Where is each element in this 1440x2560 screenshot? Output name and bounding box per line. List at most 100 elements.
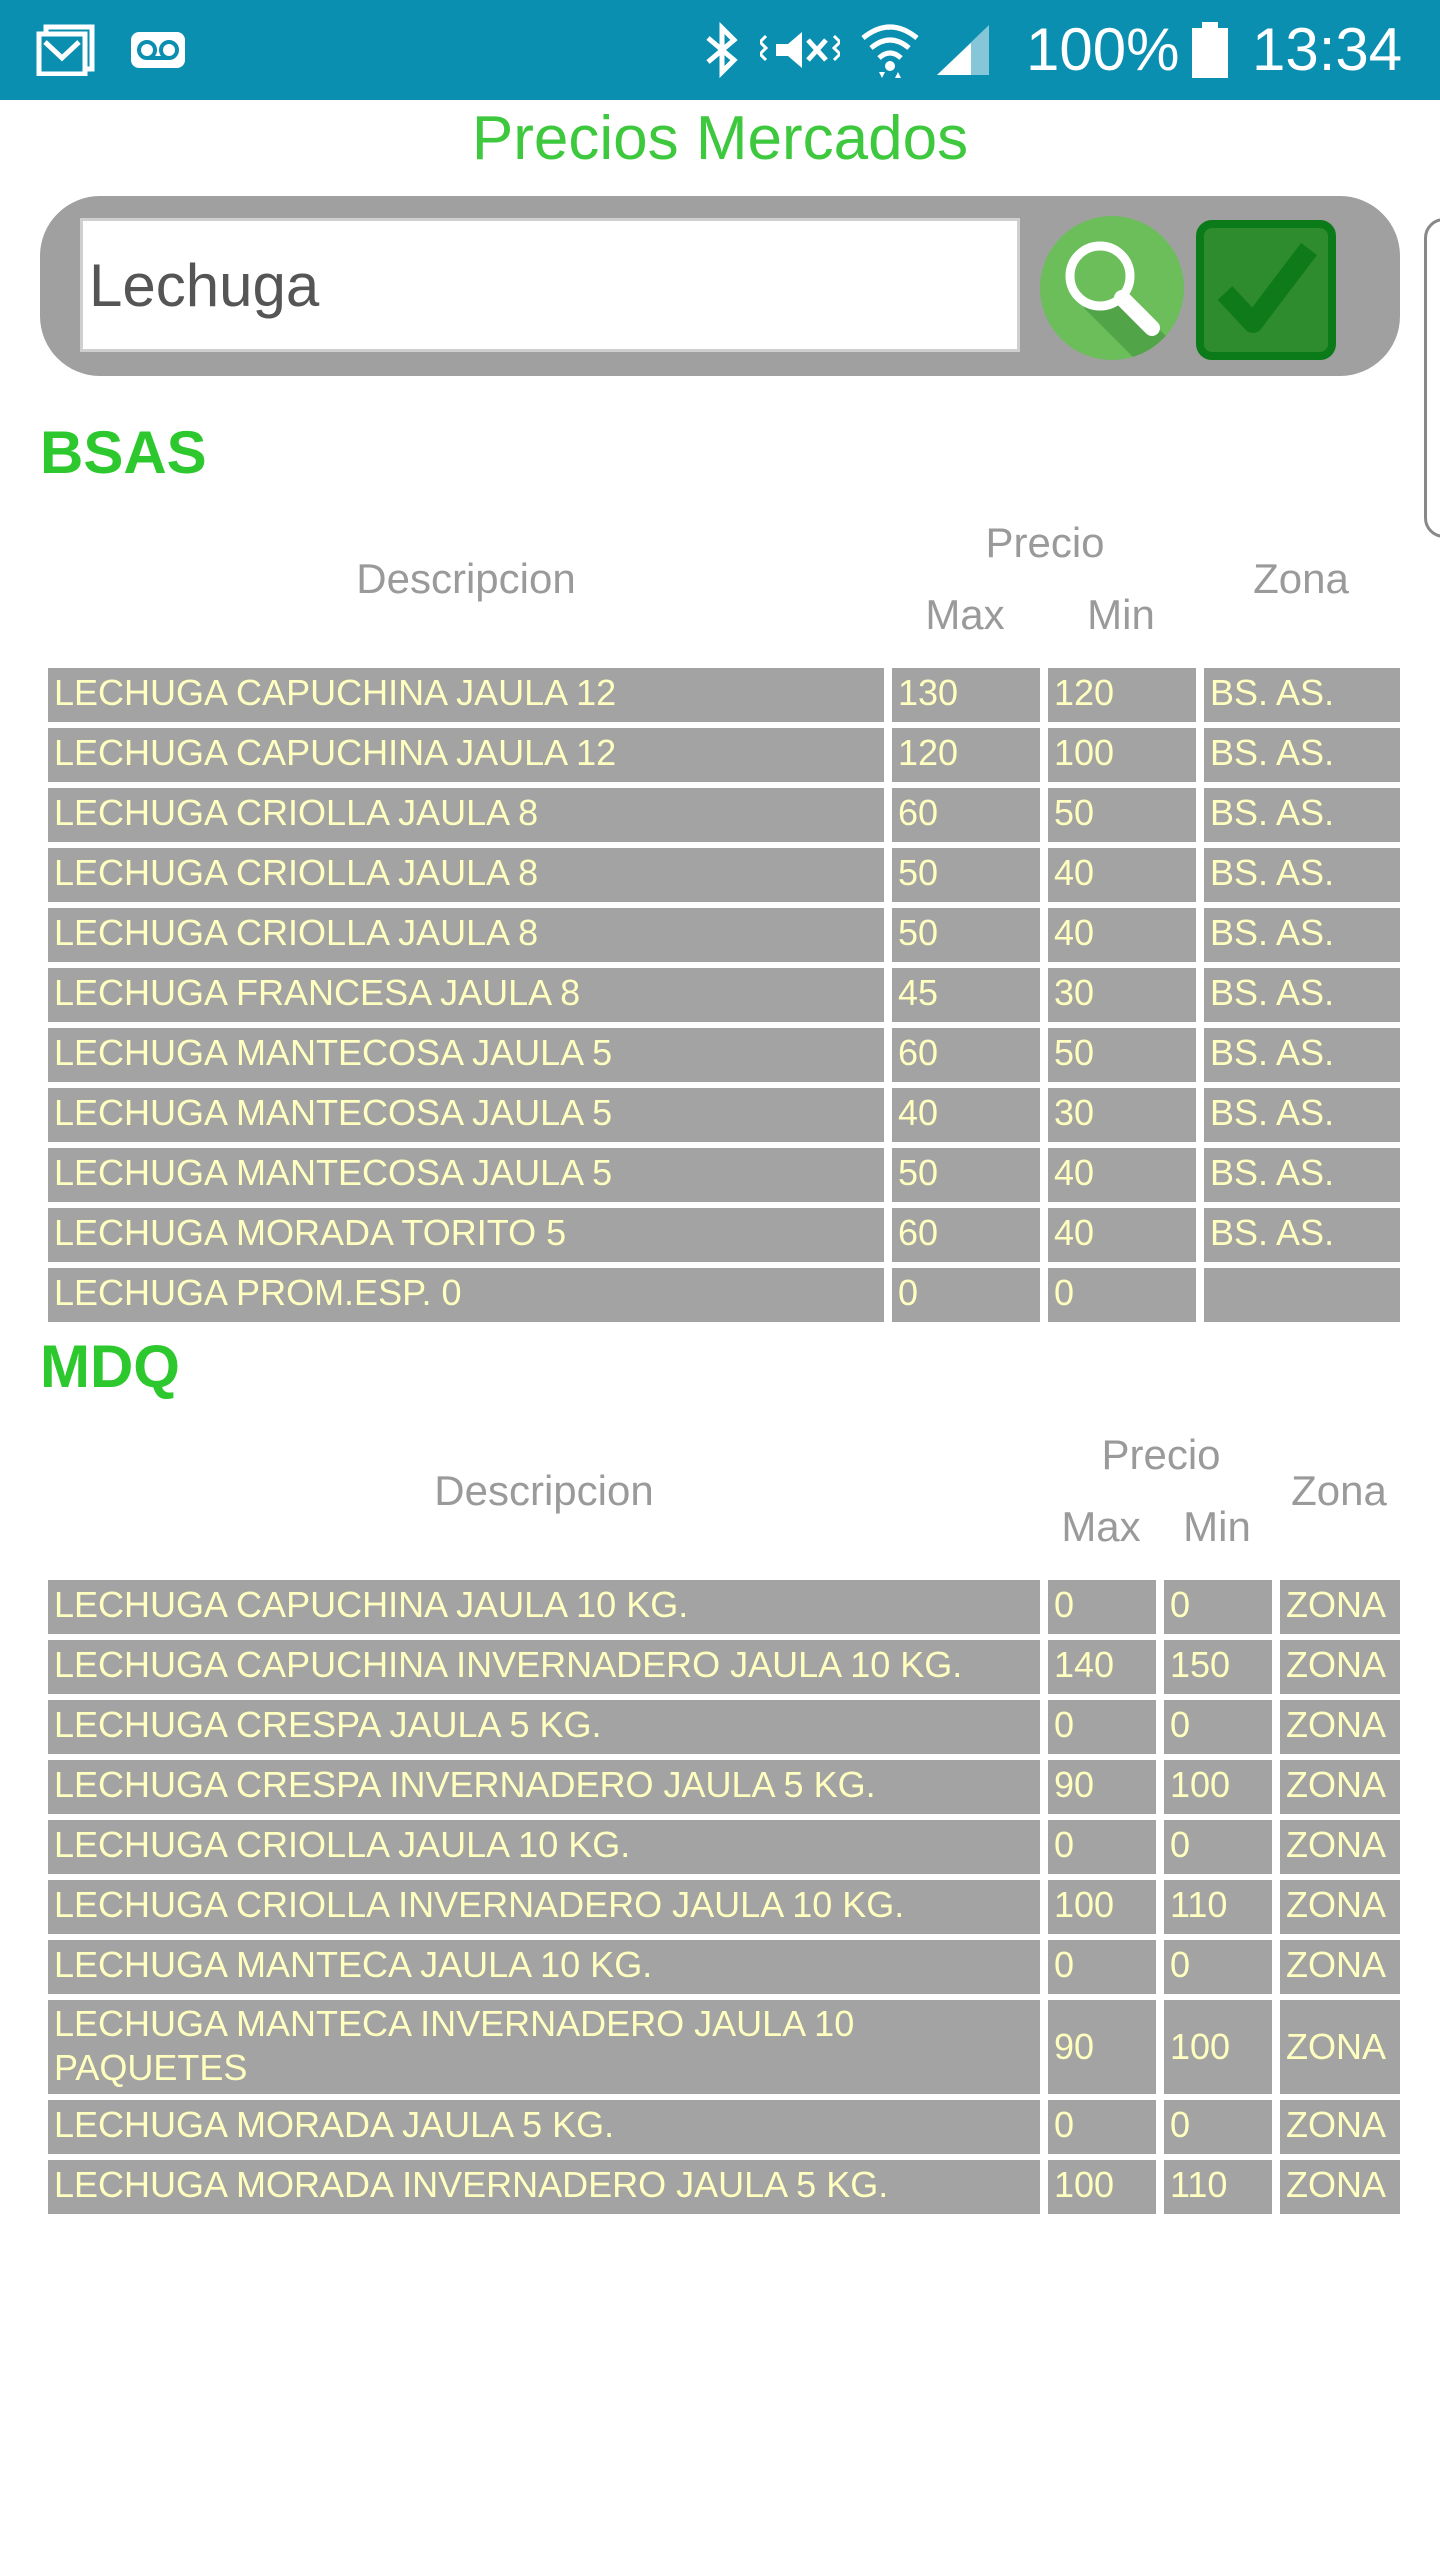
cell-zona: ZONA — [1280, 1640, 1400, 1694]
page-title: Precios Mercados — [471, 104, 969, 173]
table-row[interactable]: LECHUGA CAPUCHINA JAULA 12 130 120 BS. AS. — [48, 668, 1400, 722]
cell-max: 130 — [892, 668, 1040, 722]
cell-min: 40 — [1048, 1208, 1196, 1262]
table-row[interactable]: LECHUGA CAPUCHINA JAULA 12 120 100 BS. AS. — [48, 728, 1400, 782]
bluetooth-icon — [700, 22, 744, 78]
cell-descripcion: LECHUGA CAPUCHINA JAULA 10 KG. — [48, 1580, 1040, 1634]
side-panel-handle[interactable] — [1424, 218, 1440, 538]
cell-descripcion: LECHUGA PROM.ESP. 0 — [48, 1268, 884, 1322]
cell-min: 50 — [1048, 1028, 1196, 1082]
cell-min: 0 — [1164, 1940, 1272, 1994]
status-bar: 100% 13:34 — [0, 0, 1440, 100]
cell-max: 60 — [892, 1028, 1040, 1082]
search-input[interactable] — [80, 218, 1020, 352]
cell-descripcion: LECHUGA MANTECOSA JAULA 5 — [48, 1148, 884, 1202]
table-row[interactable]: LECHUGA MANTECA JAULA 10 KG. 0 0 ZONA — [48, 1940, 1400, 1994]
cell-max: 0 — [1048, 1580, 1156, 1634]
table-row[interactable]: LECHUGA MANTECOSA JAULA 5 60 50 BS. AS. — [48, 1028, 1400, 1082]
table-row[interactable]: LECHUGA MORADA INVERNADERO JAULA 5 KG. 10… — [48, 2160, 1400, 2214]
cell-zona: BS. AS. — [1204, 1208, 1400, 1262]
cell-max: 0 — [1048, 1820, 1156, 1874]
cell-max: 60 — [892, 1208, 1040, 1262]
cell-min: 40 — [1048, 908, 1196, 962]
table-row[interactable]: LECHUGA MANTECOSA JAULA 5 50 40 BS. AS. — [48, 1148, 1400, 1202]
table-row[interactable]: LECHUGA MORADA TORITO 5 60 40 BS. AS. — [48, 1208, 1400, 1262]
table-row[interactable]: LECHUGA CAPUCHINA JAULA 10 KG. 0 0 ZONA — [48, 1580, 1400, 1634]
cell-min: 110 — [1164, 2160, 1272, 2214]
cell-max: 140 — [1048, 1640, 1156, 1694]
cell-min: 110 — [1164, 1880, 1272, 1934]
cell-zona: ZONA — [1280, 1760, 1400, 1814]
header-descripcion: Descripcion — [356, 555, 576, 602]
cell-min: 40 — [1048, 848, 1196, 902]
cell-min: 100 — [1048, 728, 1196, 782]
gmail-icon — [34, 22, 98, 78]
section-title-bsas: BSAS — [40, 419, 207, 486]
cell-min: 150 — [1164, 1640, 1272, 1694]
voicemail-icon — [128, 22, 188, 78]
cell-min: 50 — [1048, 788, 1196, 842]
cell-descripcion: LECHUGA CRESPA JAULA 5 KG. — [48, 1700, 1040, 1754]
header-max: Max — [925, 591, 1005, 638]
cell-min: 120 — [1048, 668, 1196, 722]
cell-descripcion: LECHUGA CRIOLLA JAULA 8 — [48, 788, 884, 842]
cell-max: 100 — [1048, 2160, 1156, 2214]
cell-descripcion: LECHUGA CAPUCHINA JAULA 12 — [48, 728, 884, 782]
cell-zona: ZONA — [1280, 2000, 1400, 2094]
cell-zona: BS. AS. — [1204, 1028, 1400, 1082]
table-row[interactable]: LECHUGA CRIOLLA JAULA 10 KG. 0 0 ZONA — [48, 1820, 1400, 1874]
cell-min: 40 — [1048, 1148, 1196, 1202]
section-title-mdq: MDQ — [40, 1333, 180, 1400]
cell-descripcion: LECHUGA CRESPA INVERNADERO JAULA 5 KG. — [48, 1760, 1040, 1814]
cell-zona: BS. AS. — [1204, 848, 1400, 902]
table-row[interactable]: LECHUGA MANTECOSA JAULA 5 40 30 BS. AS. — [48, 1088, 1400, 1142]
table-row[interactable]: LECHUGA MANTECA INVERNADERO JAULA 10 PAQ… — [48, 2000, 1400, 2094]
table-row[interactable]: LECHUGA CRIOLLA JAULA 8 50 40 BS. AS. — [48, 908, 1400, 962]
cell-descripcion: LECHUGA MORADA INVERNADERO JAULA 5 KG. — [48, 2160, 1040, 2214]
header-zona: Zona — [1253, 555, 1349, 602]
cell-descripcion: LECHUGA CRIOLLA JAULA 10 KG. — [48, 1820, 1040, 1874]
cell-min: 0 — [1164, 2100, 1272, 2154]
cell-zona: ZONA — [1280, 2160, 1400, 2214]
cell-zona: BS. AS. — [1204, 668, 1400, 722]
table-row[interactable]: LECHUGA MORADA JAULA 5 KG. 0 0 ZONA — [48, 2100, 1400, 2154]
header-zona: Zona — [1291, 1467, 1387, 1514]
header-descripcion: Descripcion — [434, 1467, 654, 1514]
cell-descripcion: LECHUGA FRANCESA JAULA 8 — [48, 968, 884, 1022]
vibrate-mute-icon — [760, 22, 840, 78]
wifi-icon — [858, 22, 922, 78]
table-row[interactable]: LECHUGA CRIOLLA INVERNADERO JAULA 10 KG.… — [48, 1880, 1400, 1934]
cell-max: 100 — [1048, 1880, 1156, 1934]
header-precio: Precio — [985, 519, 1105, 566]
cell-max: 90 — [1048, 1760, 1156, 1814]
cell-max: 120 — [892, 728, 1040, 782]
cell-descripcion: LECHUGA CRIOLLA JAULA 8 — [48, 848, 884, 902]
cell-zona: ZONA — [1280, 1700, 1400, 1754]
cell-zona: ZONA — [1280, 1580, 1400, 1634]
cell-min: 100 — [1164, 1760, 1272, 1814]
table-row[interactable]: LECHUGA CRESPA INVERNADERO JAULA 5 KG. 90… — [48, 1760, 1400, 1814]
cell-max: 90 — [1048, 2000, 1156, 2094]
table-row[interactable]: LECHUGA CAPUCHINA INVERNADERO JAULA 10 K… — [48, 1640, 1400, 1694]
checkmark-icon — [1217, 242, 1317, 333]
cell-descripcion: LECHUGA CRIOLLA INVERNADERO JAULA 10 KG. — [48, 1880, 1040, 1934]
magnifier-icon — [1065, 241, 1184, 360]
cell-zona: ZONA — [1280, 1820, 1400, 1874]
cell-descripcion: LECHUGA MANTECA INVERNADERO JAULA 10 PAQ… — [48, 2000, 1040, 2094]
confirm-button[interactable] — [1196, 220, 1336, 360]
cell-min: 0 — [1164, 1820, 1272, 1874]
table-row[interactable]: LECHUGA FRANCESA JAULA 8 45 30 BS. AS. — [48, 968, 1400, 1022]
search-button[interactable] — [1040, 216, 1184, 360]
table-row[interactable]: LECHUGA CRIOLLA JAULA 8 50 40 BS. AS. — [48, 848, 1400, 902]
cell-max: 60 — [892, 788, 1040, 842]
table-row[interactable]: LECHUGA CRIOLLA JAULA 8 60 50 BS. AS. — [48, 788, 1400, 842]
header-precio: Precio — [1101, 1431, 1221, 1478]
table-row[interactable]: LECHUGA CRESPA JAULA 5 KG. 0 0 ZONA — [48, 1700, 1400, 1754]
cell-zona: BS. AS. — [1204, 788, 1400, 842]
cell-descripcion: LECHUGA CAPUCHINA JAULA 12 — [48, 668, 884, 722]
cell-zona: BS. AS. — [1204, 1088, 1400, 1142]
cell-zona: BS. AS. — [1204, 968, 1400, 1022]
header-min: Min — [1183, 1503, 1251, 1550]
cell-max: 45 — [892, 968, 1040, 1022]
